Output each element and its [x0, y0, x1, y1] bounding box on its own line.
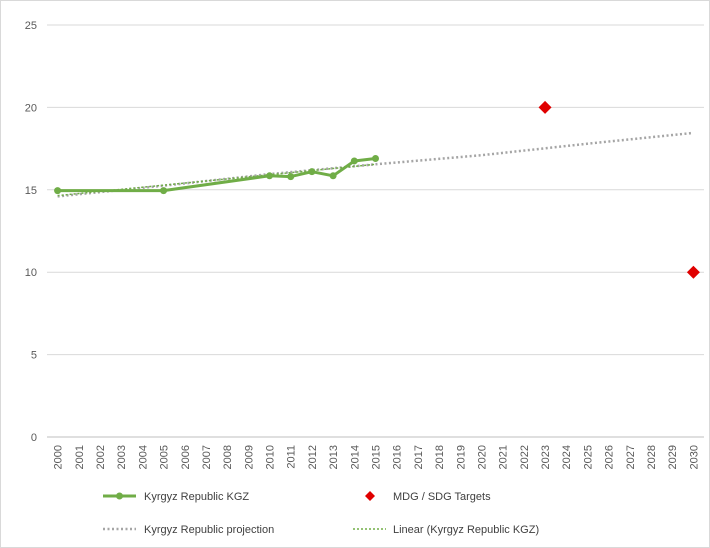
series-line-kyrgyz-republic-kgz [57, 157, 376, 193]
x-tick-label: 2027 [625, 445, 637, 469]
legend-marker-kyrgyz-republic-kgz [116, 492, 123, 500]
data-point-kyrgyz-republic-kgz [287, 173, 295, 181]
x-tick-label: 2020 [476, 445, 488, 469]
x-tick-label: 2029 [667, 445, 679, 469]
legend-label-kyrgyz-republic-kgz: Kyrgyz Republic KGZ [144, 491, 249, 503]
y-tick-label: 10 [25, 267, 37, 279]
x-tick-label: 2025 [582, 445, 594, 469]
data-point-mdg-sdg-target [538, 100, 552, 114]
x-tick-label: 2006 [180, 445, 192, 469]
y-tick-label: 25 [25, 20, 37, 32]
data-point-kyrgyz-republic-kgz [350, 157, 358, 165]
x-tick-label: 2014 [349, 445, 361, 469]
legend-marker-mdg-sdg-targets [365, 491, 375, 501]
y-tick-label: 0 [31, 432, 37, 444]
x-tick-label: 2028 [646, 445, 658, 469]
data-point-kyrgyz-republic-kgz [329, 172, 337, 180]
x-tick-label: 2016 [392, 445, 404, 469]
legend-label-kyrgyz-republic-projection: Kyrgyz Republic projection [144, 524, 274, 536]
x-tick-label: 2024 [561, 445, 573, 469]
x-tick-label: 2021 [498, 445, 510, 469]
x-tick-label: 2018 [434, 445, 446, 469]
x-tick-label: 2001 [74, 445, 86, 469]
x-tick-label: 2026 [604, 445, 616, 469]
y-tick-label: 15 [25, 185, 37, 197]
data-point-kyrgyz-republic-kgz [266, 172, 274, 180]
x-tick-label: 2000 [53, 445, 65, 469]
x-tick-label: 2013 [328, 445, 340, 469]
data-point-kyrgyz-republic-kgz [372, 154, 379, 162]
x-tick-label: 2002 [95, 445, 107, 469]
legend-label-linear-trend: Linear (Kyrgyz Republic KGZ) [393, 524, 539, 536]
y-tick-label: 20 [25, 102, 37, 114]
x-tick-label: 2012 [307, 445, 319, 469]
x-tick-label: 2009 [243, 445, 255, 469]
data-point-kyrgyz-republic-kgz [308, 168, 316, 176]
x-tick-label: 2010 [265, 445, 277, 469]
x-tick-label: 2015 [371, 445, 383, 469]
x-tick-label: 2011 [286, 445, 298, 469]
x-tick-label: 2008 [222, 445, 234, 469]
y-tick-label: 5 [31, 350, 37, 362]
x-tick-label: 2005 [159, 445, 171, 469]
x-tick-label: 2004 [137, 445, 149, 469]
x-tick-label: 2022 [519, 445, 531, 469]
data-point-kyrgyz-republic-kgz [54, 187, 62, 195]
x-tick-label: 2030 [688, 445, 700, 469]
x-tick-label: 2003 [116, 445, 128, 469]
x-tick-label: 2017 [413, 445, 425, 469]
x-tick-label: 2019 [455, 445, 467, 469]
x-tick-label: 2023 [540, 445, 552, 469]
legend-label-mdg-sdg-targets: MDG / SDG Targets [393, 491, 491, 503]
x-tick-label: 2007 [201, 445, 213, 469]
data-point-kyrgyz-republic-kgz [160, 187, 168, 195]
data-point-mdg-sdg-target [686, 265, 700, 279]
series-line-kyrgyz-republic-projection [57, 131, 694, 198]
